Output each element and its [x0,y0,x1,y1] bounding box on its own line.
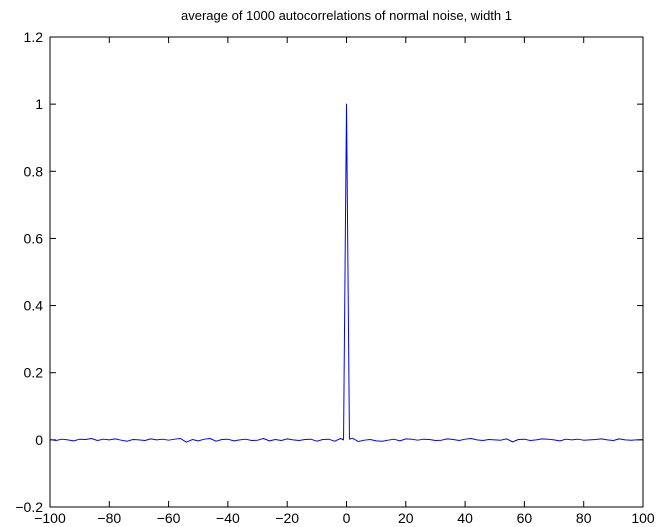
y-tick-label: 0 [35,432,43,448]
x-tick-label: 40 [457,510,473,526]
x-tick-label: −60 [157,510,181,526]
x-tick-label: 80 [576,510,592,526]
x-tick-label: −80 [97,510,121,526]
y-tick-label: −0.2 [15,499,43,515]
series-layer [49,103,644,443]
x-tick-label: 100 [631,510,655,526]
y-tick-label: 0.4 [24,298,44,314]
x-tick-label: −100 [34,510,66,526]
y-tick-label: 0.2 [24,365,44,381]
y-axis [50,36,643,508]
x-axis [49,37,644,507]
y-tick-labels: −0.2 0 0.2 0.4 0.6 0.8 1 1.2 [15,29,43,515]
chart-title: average of 1000 autocorrelations of norm… [181,8,512,23]
y-tick-label: 1.2 [24,29,44,45]
x-tick-label: 20 [398,510,414,526]
y-tick-label: 0.8 [24,163,44,179]
x-tick-label: 60 [517,510,533,526]
x-tick-label: 0 [343,510,351,526]
x-tick-label: −20 [275,510,299,526]
x-tick-label: −40 [216,510,240,526]
y-tick-label: 0.6 [24,230,44,246]
series-line [49,103,644,443]
y-tick-label: 1 [35,96,43,112]
x-tick-labels: −100 −80 −60 −40 −20 0 20 40 60 80 100 [34,510,655,526]
